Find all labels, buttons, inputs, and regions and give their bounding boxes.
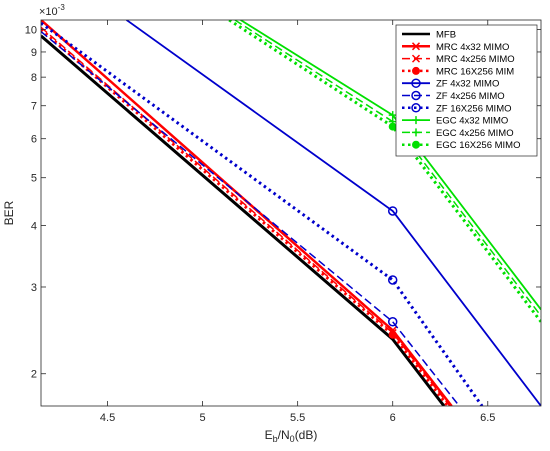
series-line-4 xyxy=(126,20,541,406)
legend-entry-7: EGC 4x32 MIMO xyxy=(436,116,508,127)
legend-entry-5: ZF 4x256 MIMO xyxy=(436,91,505,102)
legend-entry-3: MRC 16X256 MIM xyxy=(436,66,514,77)
x-tick-label-1: 5 xyxy=(200,412,206,424)
series-marker-9-1 xyxy=(388,122,397,131)
y-tick-label-4: 6 xyxy=(31,134,37,146)
series-marker-4-1 xyxy=(387,206,398,216)
legend-marker-7 xyxy=(412,116,420,125)
y-tick-label-3: 5 xyxy=(31,173,37,185)
x-tick-label-2: 5.5 xyxy=(290,412,305,424)
y-exponent-label: ×10-3 xyxy=(39,3,65,18)
legend-marker-2 xyxy=(411,54,421,63)
series-marker-5-1 xyxy=(387,317,398,327)
y-tick-label-6: 8 xyxy=(31,72,37,84)
x-tick-label-4: 6.5 xyxy=(480,412,495,424)
legend-marker-8 xyxy=(412,128,420,137)
y-tick-label-7: 9 xyxy=(31,47,37,59)
legend-marker-5 xyxy=(411,90,421,101)
series-marker-6-1 xyxy=(387,275,398,285)
y-tick-label-5: 7 xyxy=(31,101,37,113)
series-line-6 xyxy=(41,21,484,406)
y-tick-label-8: 10 xyxy=(25,24,37,36)
legend-entry-0: MFB xyxy=(436,30,456,41)
x-axis-label: Eb/N0(dB) xyxy=(265,428,318,444)
legend-entry-4: ZF 4x32 MIMO xyxy=(436,79,499,90)
series-line-0 xyxy=(41,34,446,406)
y-tick-label-2: 4 xyxy=(31,220,37,232)
series-marker-3-1 xyxy=(388,330,397,339)
x-tick-label-3: 6 xyxy=(390,412,396,424)
y-tick-label-0: 2 xyxy=(31,369,37,381)
legend-entry-2: MRC 4x256 MIMO xyxy=(436,54,515,65)
legend-marker-2-b xyxy=(411,54,421,63)
legend-entry-1: MRC 4x32 MIMO xyxy=(436,42,509,53)
legend-marker-3 xyxy=(412,66,420,75)
legend-marker-4 xyxy=(411,78,421,88)
legend-entry-6: ZF 16X256 MIMO xyxy=(436,103,512,114)
x-tick-label-0: 4.5 xyxy=(100,412,115,424)
series-line-5 xyxy=(41,30,460,406)
legend-entry-8: EGC 4x256 MIMO xyxy=(436,128,514,139)
y-axis-label: BER xyxy=(2,200,16,225)
legend-marker-1 xyxy=(411,42,421,51)
legend-marker-1-b xyxy=(411,42,421,51)
legend-marker-9 xyxy=(412,140,420,149)
legend-marker-6 xyxy=(411,103,421,113)
plot-frame xyxy=(40,19,542,407)
legend-entry-9: EGC 16X256 MIMO xyxy=(436,140,520,151)
y-tick-label-1: 3 xyxy=(31,282,37,294)
